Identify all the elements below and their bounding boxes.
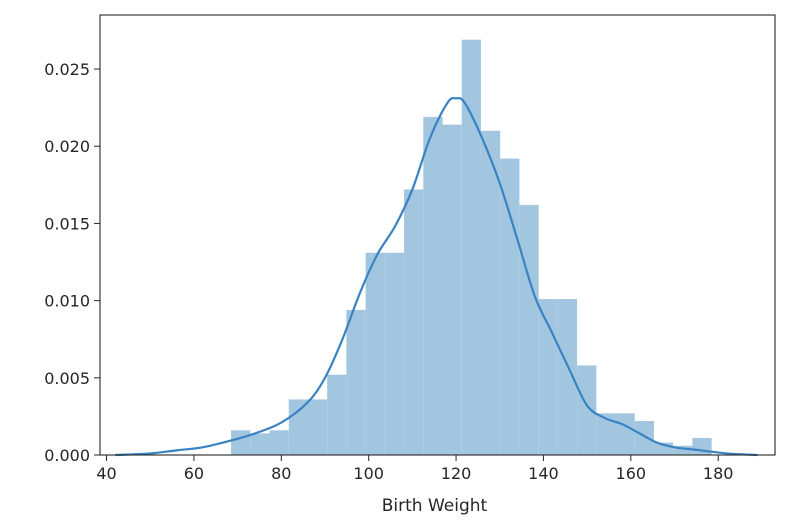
x-tick-label: 140 xyxy=(528,464,559,483)
histogram-bar xyxy=(250,433,270,455)
x-tick-label: 180 xyxy=(703,464,734,483)
histogram-bar xyxy=(577,365,597,455)
y-tick-label: 0.010 xyxy=(44,292,90,311)
x-tick-label: 80 xyxy=(271,464,291,483)
x-axis-label: Birth Weight xyxy=(382,496,488,516)
histogram-bar xyxy=(231,430,251,455)
histogram-bar xyxy=(423,116,443,455)
x-tick-label: 40 xyxy=(96,464,116,483)
plot-frame xyxy=(99,14,776,456)
histogram-bar xyxy=(269,430,289,455)
y-tick-label: 0.015 xyxy=(44,214,90,233)
y-tick-label: 0.005 xyxy=(44,369,90,388)
histogram-bar xyxy=(327,374,347,455)
histogram-bar xyxy=(634,421,654,455)
histogram-bar xyxy=(519,204,539,455)
x-tick-label: 160 xyxy=(616,464,647,483)
histogram-bar xyxy=(288,399,308,455)
histogram-bar xyxy=(404,189,424,455)
x-tick-label: 100 xyxy=(353,464,384,483)
histogram-bar xyxy=(307,399,328,455)
kde-density-line xyxy=(115,96,758,457)
y-tick-label: 0.020 xyxy=(44,137,90,156)
histogram-bars xyxy=(231,39,712,456)
histogram-bar xyxy=(596,413,616,455)
histogram-bar xyxy=(673,445,693,455)
x-tick-label: 60 xyxy=(184,464,204,483)
x-axis-ticks: 40 60 80 100 120 140 160 180 xyxy=(96,455,733,483)
x-tick-label: 120 xyxy=(441,464,472,483)
y-tick-label: 0.000 xyxy=(44,446,90,465)
histogram-bar xyxy=(615,413,635,455)
histogram-bar xyxy=(365,252,385,455)
histogram-bar xyxy=(500,158,520,455)
histogram-bar xyxy=(480,130,501,455)
histogram-bar xyxy=(538,299,558,455)
histogram-bar xyxy=(461,39,481,456)
histogram-bar xyxy=(346,309,366,455)
histogram-bar xyxy=(384,252,405,455)
y-axis-ticks: 0.000 0.005 0.010 0.015 0.020 0.025 xyxy=(44,60,100,465)
histogram-bar xyxy=(442,124,462,455)
y-tick-label: 0.025 xyxy=(44,60,90,79)
histogram-bar xyxy=(557,299,578,455)
